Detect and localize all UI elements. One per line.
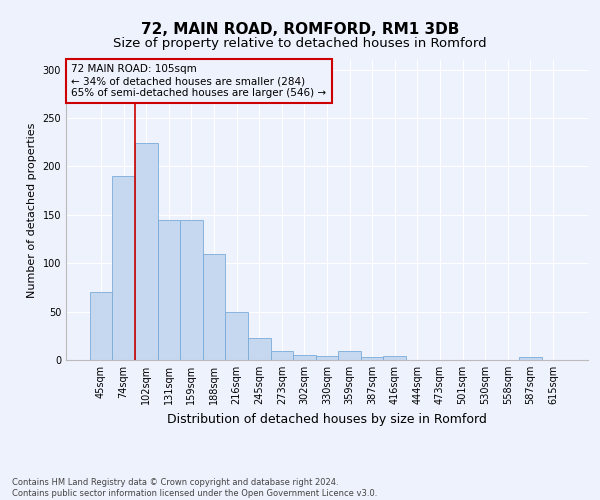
Bar xyxy=(158,220,180,360)
Bar xyxy=(293,355,316,360)
Bar xyxy=(135,143,158,360)
Bar xyxy=(383,356,406,360)
Text: Size of property relative to detached houses in Romford: Size of property relative to detached ho… xyxy=(113,38,487,51)
Y-axis label: Number of detached properties: Number of detached properties xyxy=(27,122,37,298)
Bar xyxy=(90,292,112,360)
Bar xyxy=(203,254,226,360)
Bar xyxy=(519,357,542,360)
Text: Contains HM Land Registry data © Crown copyright and database right 2024.
Contai: Contains HM Land Registry data © Crown c… xyxy=(12,478,377,498)
Text: 72 MAIN ROAD: 105sqm
← 34% of detached houses are smaller (284)
65% of semi-deta: 72 MAIN ROAD: 105sqm ← 34% of detached h… xyxy=(71,64,326,98)
Bar xyxy=(226,312,248,360)
X-axis label: Distribution of detached houses by size in Romford: Distribution of detached houses by size … xyxy=(167,412,487,426)
Bar xyxy=(271,352,293,360)
Bar xyxy=(316,356,338,360)
Text: 72, MAIN ROAD, ROMFORD, RM1 3DB: 72, MAIN ROAD, ROMFORD, RM1 3DB xyxy=(141,22,459,38)
Bar xyxy=(338,352,361,360)
Bar xyxy=(180,220,203,360)
Bar xyxy=(248,338,271,360)
Bar xyxy=(112,176,135,360)
Bar xyxy=(361,357,383,360)
